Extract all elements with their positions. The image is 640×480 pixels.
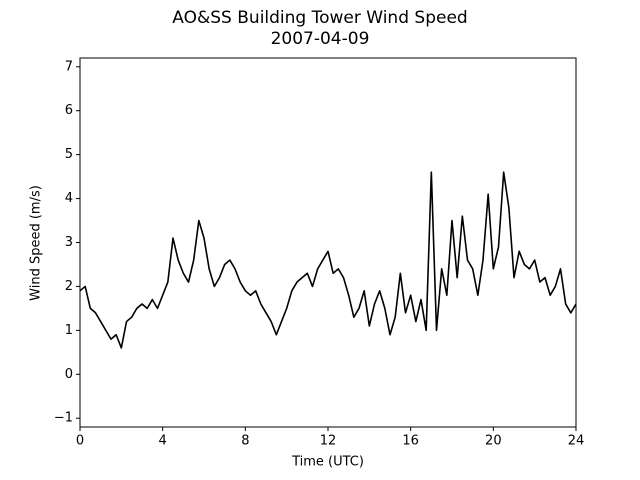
x-axis-label: Time (UTC) <box>291 455 364 470</box>
y-tick-label: 0 <box>65 367 73 382</box>
y-tick-label: 2 <box>65 279 73 294</box>
y-tick-label: 6 <box>65 103 73 118</box>
y-tick-label: 5 <box>65 147 73 162</box>
y-tick-label: 7 <box>65 59 73 74</box>
x-tick-label: 12 <box>320 434 337 449</box>
y-tick-label: −1 <box>54 411 73 426</box>
x-tick-label: 8 <box>241 434 249 449</box>
x-tick-label: 20 <box>485 434 502 449</box>
x-tick-label: 0 <box>76 434 84 449</box>
y-tick-label: 1 <box>65 323 73 338</box>
y-tick-label: 4 <box>65 191 73 206</box>
x-tick-label: 24 <box>568 434 585 449</box>
chart-title: AO&SS Building Tower Wind Speed <box>172 8 467 28</box>
y-axis-label: Wind Speed (m/s) <box>29 185 44 301</box>
x-tick-label: 16 <box>402 434 419 449</box>
plot-frame <box>79 57 577 428</box>
x-tick-label: 4 <box>159 434 167 449</box>
chart-subtitle: 2007-04-09 <box>271 29 370 49</box>
y-tick-label: 3 <box>65 235 73 250</box>
data-line <box>79 171 577 349</box>
